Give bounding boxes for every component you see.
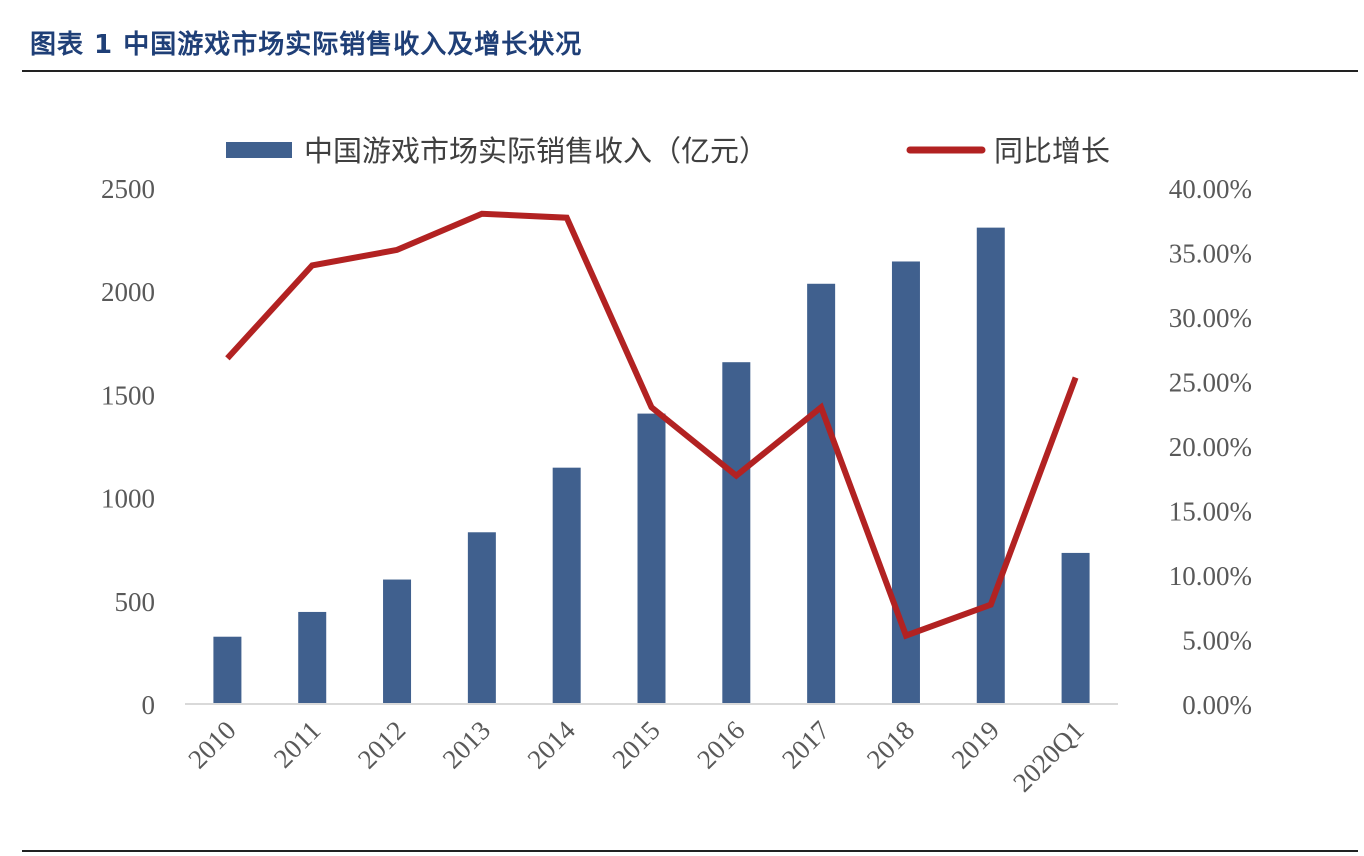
y-left-tick-label: 2000 — [101, 277, 155, 307]
y-left-tick-label: 0 — [142, 690, 156, 720]
y-right-tick-label: 35.00% — [1169, 239, 1252, 269]
bar-2010 — [213, 636, 242, 704]
y-right-tick-label: 0.00% — [1182, 690, 1252, 720]
x-axis: 2010 2011 2012 2013 2014 2015 2016 2017 2018 2019… — [182, 715, 1090, 798]
y-left-tick-label: 2500 — [101, 174, 155, 204]
figure-title: 图表 1 中国游戏市场实际销售收入及增长状况 — [30, 30, 583, 60]
bottom-rule — [22, 850, 1358, 852]
x-tick-label: 2015 — [606, 715, 665, 774]
x-tick-label: 2019 — [946, 715, 1005, 774]
x-tick-label: 2020Q1 — [1007, 715, 1090, 798]
x-tick-label: 2016 — [691, 715, 750, 774]
x-tick-label: 2010 — [182, 715, 241, 774]
x-tick-label: 2013 — [437, 715, 496, 774]
top-rule — [22, 70, 1358, 72]
legend-swatch-bar — [226, 142, 292, 158]
x-tick-label: 2011 — [268, 715, 327, 774]
bar-2019 — [976, 227, 1005, 705]
bar-2015 — [637, 413, 666, 704]
y-left-tick-label: 1500 — [101, 380, 155, 410]
y-right-tick-label: 25.00% — [1169, 368, 1252, 398]
y-right-tick-label: 15.00% — [1169, 497, 1252, 527]
y-left-tick-label: 1000 — [101, 484, 155, 514]
x-tick-label: 2018 — [861, 715, 920, 774]
legend: 中国游戏市场实际销售收入（亿元） 同比增长 — [226, 134, 1110, 168]
bar-2012 — [383, 579, 412, 704]
bar-2020Q1 — [1061, 552, 1090, 704]
y-right-tick-label: 5.00% — [1182, 626, 1252, 656]
y-right-tick-label: 30.00% — [1169, 303, 1252, 333]
x-tick-label: 2012 — [352, 715, 411, 774]
bar-2017 — [807, 283, 836, 704]
bar-2013 — [467, 532, 496, 704]
y-left-tick-label: 500 — [115, 587, 156, 617]
right-axis: 0.00% 5.00% 10.00% 15.00% 20.00% 25.00% 30.00%… — [1169, 174, 1252, 720]
legend-label-bar: 中国游戏市场实际销售收入（亿元） — [304, 134, 768, 168]
bar-2014 — [552, 467, 581, 704]
left-axis: 0 500 1000 1500 2000 2500 — [101, 174, 155, 720]
legend-label-line: 同比增长 — [994, 134, 1110, 168]
line-series — [225, 210, 1079, 640]
y-right-tick-label: 10.00% — [1169, 561, 1252, 591]
y-right-tick-label: 40.00% — [1169, 174, 1252, 204]
bar-2011 — [298, 611, 327, 704]
bar-2016 — [722, 362, 751, 704]
x-tick-label: 2014 — [522, 715, 582, 775]
bar-series — [213, 227, 1090, 705]
x-tick-label: 2017 — [776, 715, 835, 774]
y-right-tick-label: 20.00% — [1169, 432, 1252, 462]
